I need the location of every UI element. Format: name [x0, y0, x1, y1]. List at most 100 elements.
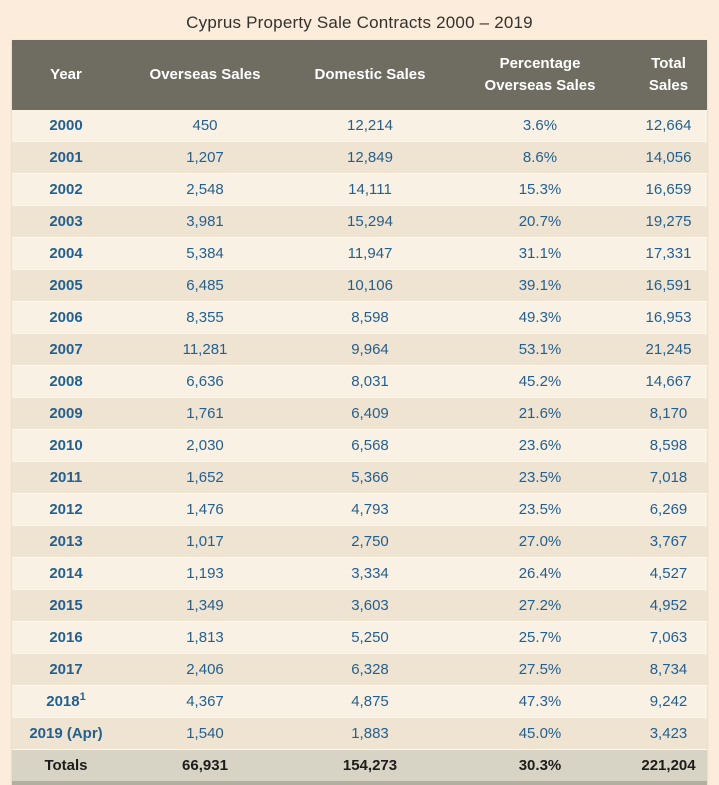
- table-row: 2008 6,636 8,031 45.2% 14,667: [12, 365, 707, 398]
- totals-overseas-sales: 66,931: [120, 749, 290, 785]
- year-cell: 2001: [12, 141, 120, 174]
- year-cell: 2007: [12, 333, 120, 366]
- percentage-overseas-cell: 45.2%: [450, 365, 630, 398]
- total-sales-cell: 16,659: [630, 173, 707, 206]
- overseas-sales-cell: 1,349: [120, 589, 290, 622]
- page-title: Cyprus Property Sale Contracts 2000 – 20…: [186, 13, 533, 32]
- table-row: 2012 1,476 4,793 23.5% 6,269: [12, 493, 707, 526]
- overseas-sales-cell: 1,193: [120, 557, 290, 590]
- domestic-sales-cell: 3,603: [290, 589, 450, 622]
- overseas-sales-cell: 2,406: [120, 653, 290, 686]
- total-sales-cell: 3,423: [630, 717, 707, 750]
- domestic-sales-cell: 6,409: [290, 397, 450, 430]
- overseas-sales-cell: 1,476: [120, 493, 290, 526]
- totals-row: Totals 66,931 154,273 30.3% 221,204: [12, 749, 707, 785]
- overseas-sales-cell: 6,636: [120, 365, 290, 398]
- header-label: Overseas Sales: [149, 66, 261, 83]
- overseas-sales-cell: 6,485: [120, 269, 290, 302]
- total-sales-cell: 4,952: [630, 589, 707, 622]
- total-sales-cell: 21,245: [630, 333, 707, 366]
- table-row: 2016 1,813 5,250 25.7% 7,063: [12, 621, 707, 654]
- overseas-sales-cell: 5,384: [120, 237, 290, 270]
- percentage-overseas-cell: 23.5%: [450, 493, 630, 526]
- percentage-overseas-cell: 15.3%: [450, 173, 630, 206]
- col-header-total-sales: Total Sales: [630, 40, 707, 110]
- domestic-sales-cell: 5,366: [290, 461, 450, 494]
- overseas-sales-cell: 4,367: [120, 685, 290, 718]
- percentage-overseas-cell: 21.6%: [450, 397, 630, 430]
- total-sales-cell: 14,667: [630, 365, 707, 398]
- domestic-sales-cell: 5,250: [290, 621, 450, 654]
- table-row: 2015 1,349 3,603 27.2% 4,952: [12, 589, 707, 622]
- domestic-sales-cell: 8,031: [290, 365, 450, 398]
- percentage-overseas-cell: 20.7%: [450, 205, 630, 238]
- overseas-sales-cell: 1,761: [120, 397, 290, 430]
- total-sales-cell: 6,269: [630, 493, 707, 526]
- table-footer: Totals 66,931 154,273 30.3% 221,204: [12, 749, 707, 785]
- overseas-sales-cell: 1,207: [120, 141, 290, 174]
- total-sales-cell: 8,734: [630, 653, 707, 686]
- total-sales-cell: 8,170: [630, 397, 707, 430]
- percentage-overseas-cell: 3.6%: [450, 110, 630, 142]
- header-row: Year Overseas Sales Domestic Sales Perce…: [12, 40, 707, 110]
- percentage-overseas-cell: 45.0%: [450, 717, 630, 750]
- percentage-overseas-cell: 23.5%: [450, 461, 630, 494]
- domestic-sales-cell: 9,964: [290, 333, 450, 366]
- domestic-sales-cell: 8,598: [290, 301, 450, 334]
- overseas-sales-cell: 11,281: [120, 333, 290, 366]
- year-cell: 2013: [12, 525, 120, 558]
- domestic-sales-cell: 15,294: [290, 205, 450, 238]
- year-cell: 2015: [12, 589, 120, 622]
- percentage-overseas-cell: 53.1%: [450, 333, 630, 366]
- totals-domestic-sales: 154,273: [290, 749, 450, 785]
- table-row: 2009 1,761 6,409 21.6% 8,170: [12, 397, 707, 430]
- header-label: Domestic Sales: [314, 66, 426, 83]
- domestic-sales-cell: 4,875: [290, 685, 450, 718]
- col-header-percentage-overseas: Percentage Overseas Sales: [450, 40, 630, 110]
- table-row: 2006 8,355 8,598 49.3% 16,953: [12, 301, 707, 334]
- table-row: 2005 6,485 10,106 39.1% 16,591: [12, 269, 707, 302]
- table-row: 2013 1,017 2,750 27.0% 3,767: [12, 525, 707, 558]
- table-row: 2001 1,207 12,849 8.6% 14,056: [12, 141, 707, 174]
- year-cell: 2002: [12, 173, 120, 206]
- table-row: 2002 2,548 14,111 15.3% 16,659: [12, 173, 707, 206]
- footnote-marker: 1: [79, 691, 86, 703]
- header-label: Year: [50, 66, 82, 83]
- year-cell: 2016: [12, 621, 120, 654]
- percentage-overseas-cell: 26.4%: [450, 557, 630, 590]
- domestic-sales-cell: 6,328: [290, 653, 450, 686]
- total-sales-cell: 9,242: [630, 685, 707, 718]
- percentage-overseas-cell: 27.0%: [450, 525, 630, 558]
- table-row: 2019 (Apr) 1,540 1,883 45.0% 3,423: [12, 717, 707, 750]
- year-cell: 2008: [12, 365, 120, 398]
- total-sales-cell: 7,018: [630, 461, 707, 494]
- percentage-overseas-cell: 47.3%: [450, 685, 630, 718]
- overseas-sales-cell: 1,017: [120, 525, 290, 558]
- overseas-sales-cell: 1,540: [120, 717, 290, 750]
- year-cell: 2009: [12, 397, 120, 430]
- total-sales-cell: 7,063: [630, 621, 707, 654]
- percentage-overseas-cell: 39.1%: [450, 269, 630, 302]
- header-label: Total: [651, 55, 686, 72]
- percentage-overseas-cell: 23.6%: [450, 429, 630, 462]
- overseas-sales-cell: 450: [120, 110, 290, 142]
- total-sales-cell: 4,527: [630, 557, 707, 590]
- table-header: Year Overseas Sales Domestic Sales Perce…: [12, 40, 707, 110]
- total-sales-cell: 3,767: [630, 525, 707, 558]
- domestic-sales-cell: 12,214: [290, 110, 450, 142]
- domestic-sales-cell: 1,883: [290, 717, 450, 750]
- table-body: 2000 450 12,214 3.6% 12,664 2001 1,207 12,849 8.…: [12, 110, 707, 750]
- year-cell: 2006: [12, 301, 120, 334]
- domestic-sales-cell: 11,947: [290, 237, 450, 270]
- overseas-sales-cell: 1,813: [120, 621, 290, 654]
- percentage-overseas-cell: 27.2%: [450, 589, 630, 622]
- total-sales-cell: 19,275: [630, 205, 707, 238]
- property-sales-table: Year Overseas Sales Domestic Sales Perce…: [12, 40, 707, 785]
- overseas-sales-cell: 2,030: [120, 429, 290, 462]
- year-cell: 2010: [12, 429, 120, 462]
- total-sales-cell: 14,056: [630, 141, 707, 174]
- table-row: 2003 3,981 15,294 20.7% 19,275: [12, 205, 707, 238]
- percentage-overseas-cell: 27.5%: [450, 653, 630, 686]
- overseas-sales-cell: 1,652: [120, 461, 290, 494]
- total-sales-cell: 12,664: [630, 110, 707, 142]
